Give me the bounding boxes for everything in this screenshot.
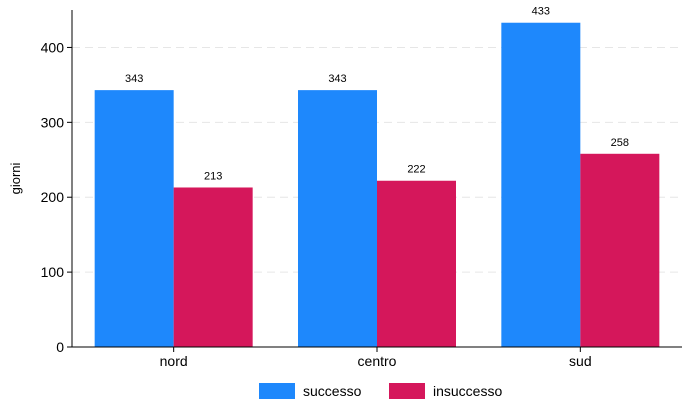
data-label: 433 bbox=[532, 6, 550, 18]
data-label: 222 bbox=[407, 164, 425, 176]
bar bbox=[173, 187, 253, 347]
bar bbox=[377, 180, 456, 347]
legend-label: insuccesso bbox=[433, 383, 502, 399]
bar bbox=[298, 90, 377, 348]
legend-swatch bbox=[389, 383, 425, 399]
y-tick-label: 300 bbox=[41, 114, 65, 130]
data-label: 213 bbox=[204, 170, 222, 182]
legend: successo insuccesso bbox=[259, 383, 502, 399]
y-tick-label: 100 bbox=[41, 264, 65, 280]
y-tick-label: 0 bbox=[56, 339, 64, 355]
data-label: 343 bbox=[125, 73, 143, 85]
x-tick-label: centro bbox=[358, 353, 397, 369]
bars bbox=[94, 22, 660, 348]
bar bbox=[94, 90, 174, 348]
bar bbox=[501, 22, 581, 348]
x-tick-label: nord bbox=[160, 353, 188, 369]
data-label: 258 bbox=[611, 137, 629, 149]
y-axis-title: giorni bbox=[8, 162, 23, 194]
y-tick-label: 200 bbox=[41, 189, 65, 205]
legend-label: successo bbox=[303, 383, 362, 399]
legend-swatch bbox=[259, 383, 295, 399]
data-labels: 343 213 343 222 433 258 bbox=[125, 6, 629, 183]
data-label: 343 bbox=[328, 73, 346, 85]
axes: 0 100 200 300 400 giorni nord centro sud bbox=[8, 10, 682, 369]
y-tick-label: 400 bbox=[41, 39, 65, 55]
x-tick-label: sud bbox=[569, 353, 592, 369]
bar bbox=[580, 153, 660, 347]
